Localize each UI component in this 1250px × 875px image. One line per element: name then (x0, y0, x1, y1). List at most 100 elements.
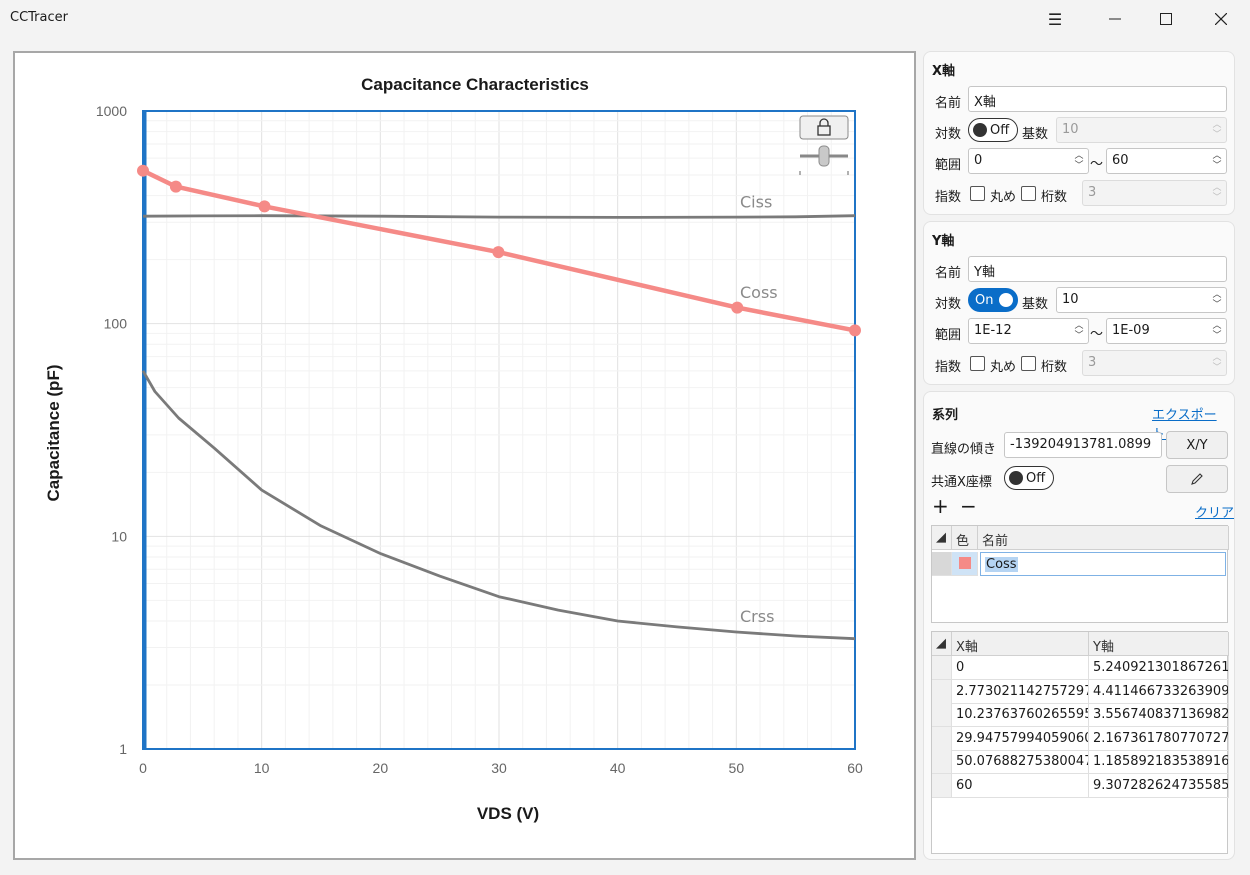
row-selector[interactable] (932, 726, 952, 751)
clear-link[interactable]: クリア (1195, 506, 1235, 521)
spin-arrows-icon: ︿ ﹀ (1074, 321, 1084, 341)
y-exp-checkbox[interactable] (970, 356, 985, 371)
spin-arrows-icon: ︿ ﹀ (1212, 151, 1222, 171)
table-row[interactable]: 10.23763760265595 3.556740837136982 (932, 703, 1229, 728)
data-table-header: ◢ X軸 Y軸 (932, 632, 1229, 656)
row-selector[interactable] (932, 703, 952, 728)
row-selector[interactable] (932, 750, 952, 775)
data-table[interactable]: ◢ X軸 Y軸 0 5.240921301867261 2.773021142757… (931, 631, 1229, 854)
y-name-label: 名前 (935, 266, 962, 281)
x-name-field[interactable]: X軸 (968, 86, 1227, 112)
series-line-coss[interactable] (142, 168, 856, 333)
series-line-ciss[interactable] (142, 214, 856, 219)
x-value-cell[interactable]: 10.23763760265595 (952, 703, 1089, 728)
y-value-cell[interactable]: 2.167361780770727 (1089, 726, 1229, 751)
add-series-icon[interactable]: + (932, 494, 949, 518)
x-value-cell[interactable]: 60 (952, 774, 1089, 798)
slope-field[interactable]: -139204913781.0899 (1004, 432, 1162, 458)
chart-title: Capacitance Characteristics (361, 75, 589, 94)
capacitance-chart[interactable]: Capacitance Characteristics VDS (V) Capa… (15, 53, 914, 858)
zoom-slider[interactable] (799, 145, 849, 175)
x-value-cell[interactable]: 29.94757994059060 (952, 726, 1089, 751)
data-point[interactable] (137, 164, 149, 177)
y-exp-label: 指数 (935, 360, 962, 375)
y-round-checkbox[interactable] (1021, 356, 1036, 371)
data-point[interactable] (258, 200, 271, 213)
series-list-item[interactable]: Coss (932, 552, 1229, 576)
y-value-cell[interactable]: 5.240921301867261 (1089, 656, 1229, 680)
data-point[interactable] (492, 246, 505, 259)
series-panel: 系列 エクスポート... 直線の傾き -139204913781.0899 X/… (923, 391, 1235, 860)
y-value-cell[interactable]: 4.411466733263909 (1089, 679, 1229, 704)
y-value-cell[interactable]: 1.185892183538916 (1089, 750, 1229, 775)
edit-button[interactable] (1166, 465, 1228, 493)
y-digits-field[interactable]: 3 ︿ ﹀ (1082, 350, 1227, 376)
row-selector[interactable] (932, 679, 952, 704)
table-row[interactable]: 0 5.240921301867261 (932, 656, 1229, 680)
series-color-swatch (959, 557, 971, 569)
series-section-title: 系列 (932, 408, 959, 423)
y-base-label: 基数 (1022, 297, 1049, 312)
y-value-cell[interactable]: 9.307282624735585 (1089, 774, 1229, 798)
maximize-icon[interactable] (1141, 0, 1191, 38)
x-round-checkbox[interactable] (1021, 186, 1036, 201)
x-tick-label: 0 (139, 760, 147, 776)
y-range-min-field[interactable]: 1E-12 ︿ ﹀ (968, 318, 1089, 344)
color-column-header[interactable]: 色 (952, 526, 978, 550)
x-column-header[interactable]: X軸 (952, 632, 1089, 656)
data-point[interactable] (169, 180, 182, 193)
table-row[interactable]: 2.773021142757297 4.411466733263909 (932, 679, 1229, 704)
plot-canvas[interactable]: Capacitance Characteristics VDS (V) Capa… (13, 51, 916, 860)
title-bar: CCTracer ☰ (0, 0, 1250, 38)
common-x-toggle[interactable]: Off (1004, 466, 1054, 490)
spin-arrows-icon: ︿ ﹀ (1212, 290, 1222, 310)
series-name-cell[interactable]: Coss (980, 552, 1226, 576)
table-row[interactable]: 50.07688275380047 1.185892183538916 (932, 750, 1229, 775)
data-point[interactable] (849, 324, 861, 337)
lock-button[interactable] (799, 115, 849, 140)
spin-arrows-icon: ︿ ﹀ (1212, 183, 1222, 203)
data-point[interactable] (731, 301, 744, 314)
table-row[interactable]: 60 9.307282624735585 (932, 774, 1229, 798)
x-tick-label: 10 (254, 760, 270, 776)
table-row[interactable]: 29.94757994059060 2.167361780770727 (932, 726, 1229, 751)
minimize-icon[interactable] (1090, 0, 1140, 38)
y-base-field[interactable]: 10 ︿ ﹀ (1056, 287, 1227, 313)
x-exp-label: 指数 (935, 190, 962, 205)
name-column-header[interactable]: 名前 (978, 526, 1229, 550)
x-range-min-field[interactable]: 0 ︿ ﹀ (968, 148, 1089, 174)
x-round-label: 丸め (990, 190, 1017, 205)
plot-border (142, 110, 856, 750)
y-log-toggle[interactable]: On (968, 288, 1018, 312)
remove-series-icon[interactable]: − (960, 494, 977, 518)
series-color-cell[interactable] (952, 552, 978, 576)
series-list[interactable]: ◢ 色 名前 Coss (931, 525, 1229, 623)
row-selector[interactable] (932, 774, 952, 798)
series-label: Crss (740, 607, 774, 626)
x-value-cell[interactable]: 50.07688275380047 (952, 750, 1089, 775)
corner-icon: ◢ (932, 526, 952, 550)
x-digits-field[interactable]: 3 ︿ ﹀ (1082, 180, 1227, 206)
close-icon[interactable] (1196, 0, 1246, 38)
x-log-toggle[interactable]: Off (968, 118, 1018, 142)
y-value-cell[interactable]: 3.556740837136982 (1089, 703, 1229, 728)
x-range-max-field[interactable]: 60 ︿ ﹀ (1106, 148, 1227, 174)
y-axis-panel: Y軸 名前 Y軸 対数 On 基数 10 ︿ ﹀ 範囲 1E-12 ︿ ﹀ 〜 1E-0… (923, 221, 1235, 385)
y-range-max-field[interactable]: 1E-09 ︿ ﹀ (1106, 318, 1227, 344)
y-tick-label: 100 (104, 316, 128, 332)
y-range-min-value: 1E-12 (974, 323, 1012, 338)
x-base-field[interactable]: 10 ︿ ﹀ (1056, 117, 1227, 143)
y-digits-label: 桁数 (1041, 360, 1068, 375)
x-value-cell[interactable]: 2.773021142757297 (952, 679, 1089, 704)
y-name-field[interactable]: Y軸 (968, 256, 1227, 282)
menu-icon[interactable]: ☰ (1047, 9, 1063, 29)
series-line-crss[interactable] (141, 370, 856, 641)
y-range-max-value: 1E-09 (1112, 323, 1150, 338)
x-tick-label: 50 (729, 760, 745, 776)
xy-button[interactable]: X/Y (1166, 431, 1228, 459)
x-exp-checkbox[interactable] (970, 186, 985, 201)
y-column-header[interactable]: Y軸 (1089, 632, 1229, 656)
x-value-cell[interactable]: 0 (952, 656, 1089, 680)
row-selector[interactable] (932, 656, 952, 680)
row-selector[interactable] (932, 552, 952, 576)
